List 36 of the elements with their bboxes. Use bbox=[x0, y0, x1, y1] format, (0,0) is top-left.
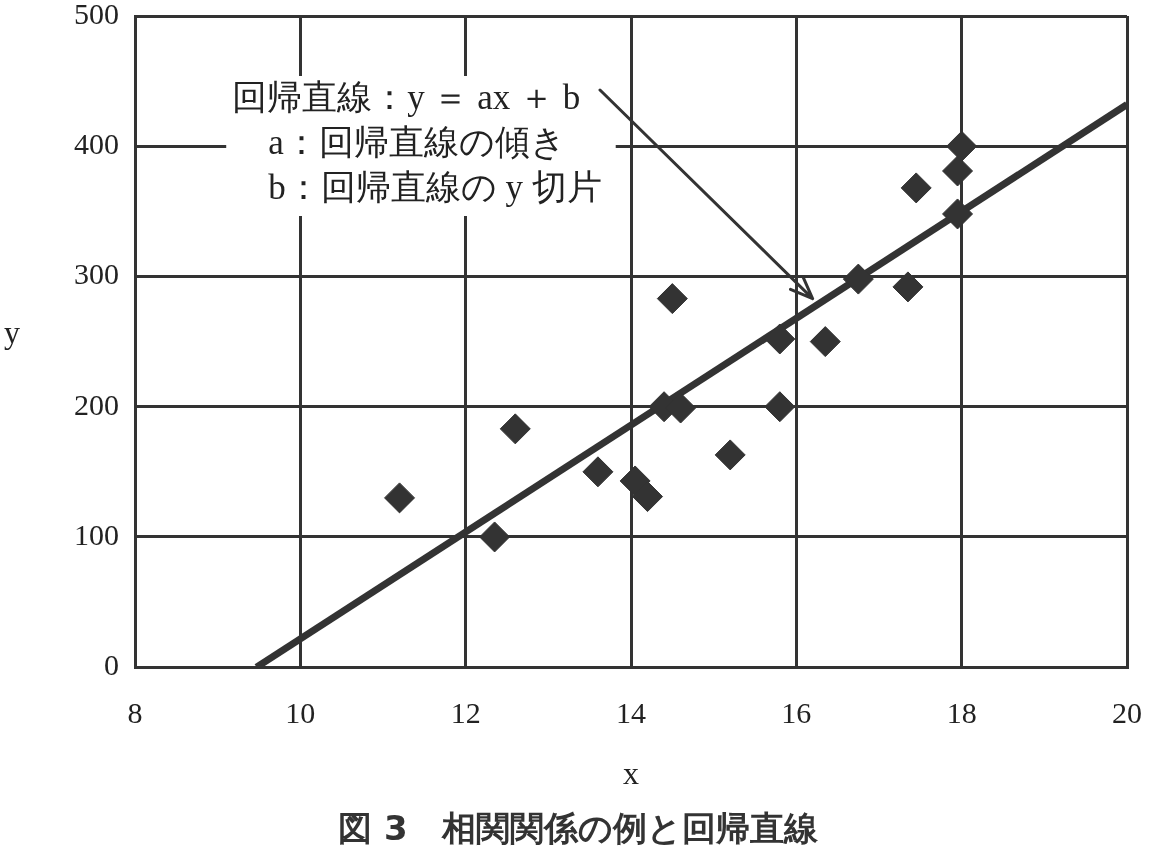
point bbox=[764, 323, 796, 355]
annotation: b：回帰直線の y 切片 bbox=[268, 168, 602, 208]
y-tick-label: 300 bbox=[74, 257, 119, 291]
x-tick-label: 10 bbox=[285, 696, 316, 730]
point bbox=[809, 326, 841, 358]
y-tick-label: 400 bbox=[74, 127, 119, 161]
point bbox=[384, 482, 416, 514]
x-tick-label: 14 bbox=[616, 696, 646, 730]
y-tick-label: 200 bbox=[74, 387, 119, 421]
point bbox=[479, 521, 511, 553]
x-tick-label: 20 bbox=[1112, 696, 1142, 730]
x-tick-label: 18 bbox=[946, 696, 977, 730]
point bbox=[619, 465, 651, 497]
x-tick-label: 8 bbox=[127, 696, 143, 730]
point bbox=[892, 271, 924, 303]
y-tick-label: 100 bbox=[74, 517, 119, 551]
text: 図 3 相関関係の例と回帰直線 bbox=[338, 808, 819, 849]
point bbox=[946, 130, 978, 162]
point bbox=[764, 391, 796, 423]
y-tick-label: 0 bbox=[104, 648, 119, 682]
x-tick-label: 16 bbox=[781, 696, 812, 730]
point bbox=[942, 198, 974, 230]
point bbox=[582, 456, 614, 488]
point bbox=[499, 413, 531, 445]
point bbox=[632, 481, 664, 513]
x-tick-label: 12 bbox=[450, 696, 481, 730]
x-axis-title: x bbox=[623, 755, 639, 792]
y-axis-title: y bbox=[4, 314, 20, 351]
annotation: 回帰直線：y ＝ ax ＋ b bbox=[232, 78, 581, 118]
point bbox=[714, 439, 746, 471]
point bbox=[942, 155, 974, 187]
annotation: a：回帰直線の傾き bbox=[268, 123, 566, 163]
point bbox=[842, 263, 874, 295]
point bbox=[900, 172, 932, 204]
point bbox=[656, 283, 688, 315]
y-tick-label: 500 bbox=[74, 0, 119, 30]
